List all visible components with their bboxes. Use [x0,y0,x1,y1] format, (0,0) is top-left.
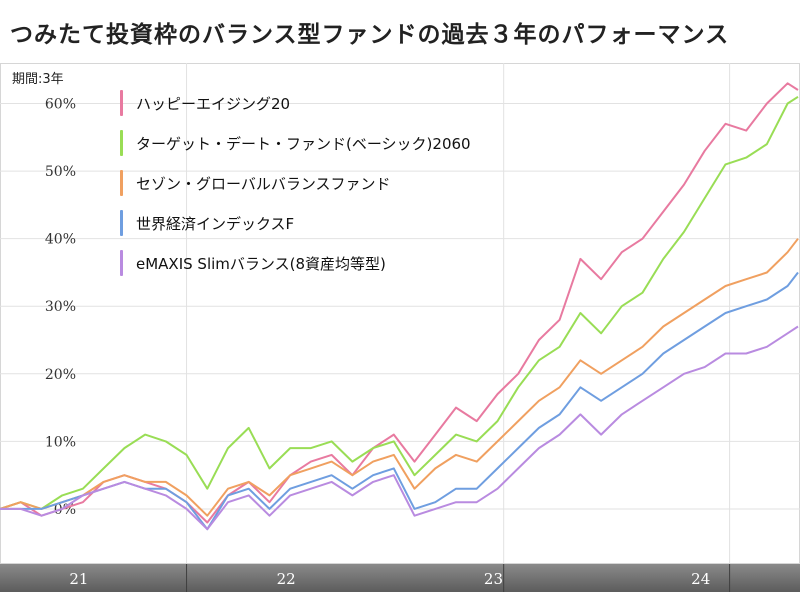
chart-title: つみたて投資枠のバランス型ファンドの過去３年のパフォーマンス [10,22,730,48]
chart-legend: ハッピーエイジング20 ターゲット・デート・ファンド(ベーシック)2060 セゾン・… [120,90,540,290]
legend-label: ターゲット・デート・ファンド(ベーシック)2060 [136,135,471,153]
legend-swatch [120,250,123,276]
y-tick-label: 40% [45,232,76,248]
series-line-5 [0,325,799,531]
legend-label: 世界経済インデックスF [136,215,295,233]
x-tick-label: 21 [69,570,88,588]
series-line-3 [0,238,799,517]
legend-swatch [120,170,123,196]
x-tick-label: 24 [691,570,710,588]
x-tick-label: 22 [277,570,296,588]
x-axis-bar [0,564,800,592]
period-label: 期間:3年 [12,72,64,87]
y-tick-label: 20% [45,367,76,383]
legend-item: ハッピーエイジング20 [120,90,540,116]
legend-item: 世界経済インデックスF [120,210,540,236]
y-tick-label: 60% [45,97,76,113]
x-tick-label: 23 [484,570,503,588]
y-tick-label: 10% [45,434,76,450]
legend-swatch [120,210,123,236]
legend-swatch [120,130,123,156]
legend-item: eMAXIS Slimバランス(8資産均等型) [120,250,540,276]
legend-swatch [120,90,123,116]
legend-label: ハッピーエイジング20 [136,95,291,113]
legend-item: セゾン・グローバルバランスファンド [120,170,540,196]
y-tick-label: 30% [45,299,76,315]
legend-label: セゾン・グローバルバランスファンド [136,175,391,193]
series-line-2 [0,95,799,510]
legend-item: ターゲット・デート・ファンド(ベーシック)2060 [120,130,540,156]
series-line-4 [0,271,799,531]
legend-label: eMAXIS Slimバランス(8資産均等型) [136,255,386,273]
y-tick-label: 50% [45,164,76,180]
line-chart: 0%10%20%30%40%50%60%21 22 23 24 [0,63,800,592]
